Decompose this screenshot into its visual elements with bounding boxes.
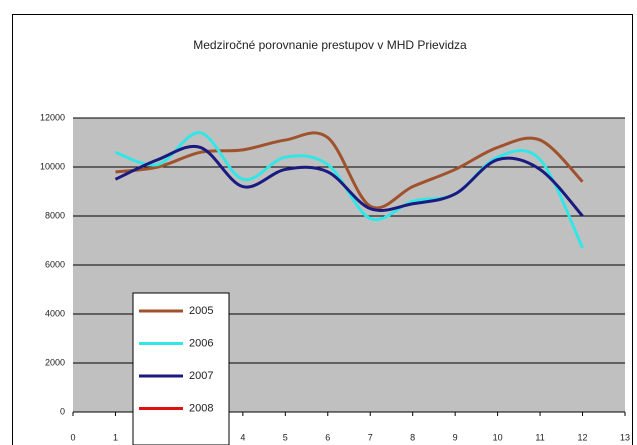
x-tick-label: 7: [368, 432, 373, 442]
legend-label: 2005: [189, 305, 213, 317]
x-tick-label: 9: [453, 432, 458, 442]
legend-label: 2006: [189, 337, 213, 349]
x-tick-label: 1: [113, 432, 118, 442]
y-tick-label: 6000: [45, 259, 65, 269]
y-tick-label: 8000: [45, 210, 65, 220]
x-tick-label: 0: [70, 432, 75, 442]
x-tick-label: 5: [283, 432, 288, 442]
x-tick-label: 10: [493, 432, 503, 442]
chart-title: Medziročné porovnanie prestupov v MHD Pr…: [193, 38, 467, 52]
y-tick-label: 4000: [45, 308, 65, 318]
y-tick-label: 12000: [40, 112, 65, 122]
legend-label: 2008: [189, 402, 213, 414]
legend-label: 2007: [189, 370, 213, 382]
x-tick-label: 8: [410, 432, 415, 442]
x-tick-label: 13: [620, 432, 630, 442]
x-tick-label: 11: [535, 432, 544, 442]
y-tick-label: 0: [60, 406, 65, 416]
y-tick-label: 2000: [45, 357, 65, 367]
line-series: [115, 131, 584, 210]
x-tick-label: 6: [325, 432, 330, 442]
legend-box: [132, 292, 230, 445]
y-tick-label: 10000: [40, 161, 65, 171]
x-tick-label: 12: [578, 432, 588, 442]
line-series: [114, 131, 584, 249]
x-tick-label: 4: [240, 432, 245, 442]
line-series: [114, 144, 584, 218]
